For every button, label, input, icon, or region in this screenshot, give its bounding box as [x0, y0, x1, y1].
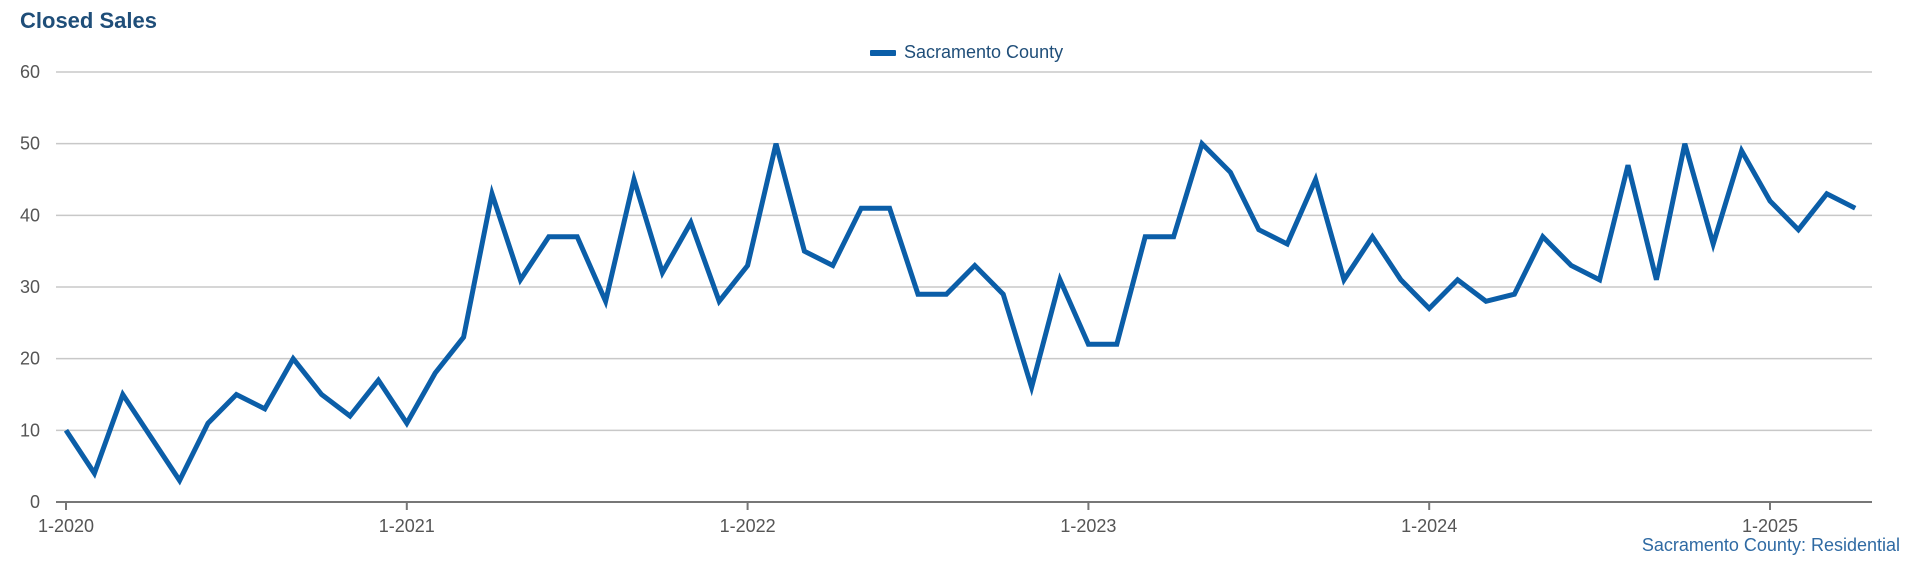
y-axis: 0 10 20 30 40 50 60 — [20, 62, 40, 512]
data-point[interactable] — [1315, 179, 1316, 180]
plot-area — [63, 138, 1857, 486]
x-tick-label: 1-2022 — [720, 516, 776, 536]
data-point[interactable] — [321, 394, 322, 395]
data-point[interactable] — [1656, 279, 1657, 280]
data-point[interactable] — [804, 251, 805, 252]
data-point[interactable] — [974, 265, 975, 266]
data-point[interactable] — [776, 143, 777, 144]
data-point[interactable] — [605, 301, 606, 302]
chart-title: Closed Sales — [20, 8, 157, 33]
data-point[interactable] — [1542, 236, 1543, 237]
x-tick-label: 1-2024 — [1401, 516, 1457, 536]
data-point[interactable] — [1628, 165, 1629, 166]
x-tick-label: 1-2021 — [379, 516, 435, 536]
x-tick-label: 1-2023 — [1060, 516, 1116, 536]
data-point[interactable] — [1855, 208, 1856, 209]
data-point[interactable] — [1088, 344, 1089, 345]
data-point[interactable] — [378, 380, 379, 381]
y-tick-label: 20 — [20, 349, 40, 369]
data-point[interactable] — [1116, 344, 1117, 345]
data-point[interactable] — [94, 473, 95, 474]
y-tick-label: 30 — [20, 277, 40, 297]
legend-label: Sacramento County — [904, 42, 1064, 62]
data-point[interactable] — [1258, 229, 1259, 230]
legend[interactable]: Sacramento County — [870, 42, 1063, 63]
data-point[interactable] — [832, 265, 833, 266]
data-point[interactable] — [1741, 150, 1742, 151]
data-point[interactable] — [492, 193, 493, 194]
gridlines — [56, 71, 1872, 432]
data-point[interactable] — [1060, 279, 1061, 280]
data-point[interactable] — [1826, 193, 1827, 194]
x-tick-label: 1-2025 — [1742, 516, 1798, 536]
y-tick-label: 10 — [20, 420, 40, 440]
data-point[interactable] — [861, 208, 862, 209]
data-point[interactable] — [463, 337, 464, 338]
data-point[interactable] — [1457, 279, 1458, 280]
data-point[interactable] — [577, 236, 578, 237]
y-tick-label: 0 — [30, 492, 40, 512]
data-point[interactable] — [1031, 387, 1032, 388]
data-point[interactable] — [1287, 244, 1288, 245]
data-point[interactable] — [179, 480, 180, 481]
data-point[interactable] — [151, 437, 152, 438]
data-point[interactable] — [1230, 172, 1231, 173]
data-point[interactable] — [208, 423, 209, 424]
data-point[interactable] — [1798, 229, 1799, 230]
y-tick-label: 40 — [20, 205, 40, 225]
footnote: Sacramento County: Residential — [1641, 535, 1900, 555]
data-point[interactable] — [719, 301, 720, 302]
data-point[interactable] — [1599, 279, 1600, 280]
data-point[interactable] — [634, 179, 635, 180]
data-point[interactable] — [520, 279, 521, 280]
data-point[interactable] — [1429, 308, 1430, 309]
data-point[interactable] — [1684, 143, 1685, 144]
data-point[interactable] — [406, 423, 407, 424]
x-axis: 1-2020 1-2021 1-2022 1-2023 1-2024 1-2025 — [38, 501, 1872, 536]
data-point[interactable] — [1202, 143, 1203, 144]
data-point[interactable] — [122, 394, 123, 395]
data-point[interactable] — [435, 373, 436, 374]
legend-swatch — [870, 49, 896, 56]
data-point[interactable] — [264, 408, 265, 409]
data-point[interactable] — [747, 265, 748, 266]
data-point[interactable] — [1400, 279, 1401, 280]
data-point[interactable] — [1713, 244, 1714, 245]
data-point[interactable] — [918, 294, 919, 295]
data-point[interactable] — [1770, 201, 1771, 202]
y-tick-label: 50 — [20, 134, 40, 154]
data-point[interactable] — [946, 294, 947, 295]
data-point[interactable] — [1003, 294, 1004, 295]
data-point[interactable] — [889, 208, 890, 209]
data-point[interactable] — [350, 416, 351, 417]
x-tick-label: 1-2020 — [38, 516, 94, 536]
data-point[interactable] — [690, 222, 691, 223]
data-point[interactable] — [293, 358, 294, 359]
data-point[interactable] — [1145, 236, 1146, 237]
data-point[interactable] — [1173, 236, 1174, 237]
series-line[interactable] — [63, 138, 1857, 486]
data-point[interactable] — [66, 430, 67, 431]
y-tick-label: 60 — [20, 62, 40, 82]
data-point[interactable] — [1372, 236, 1373, 237]
data-point[interactable] — [662, 272, 663, 273]
data-point[interactable] — [1571, 265, 1572, 266]
data-point[interactable] — [1514, 294, 1515, 295]
data-point[interactable] — [1344, 279, 1345, 280]
data-point[interactable] — [548, 236, 549, 237]
data-point[interactable] — [1486, 301, 1487, 302]
data-point[interactable] — [236, 394, 237, 395]
